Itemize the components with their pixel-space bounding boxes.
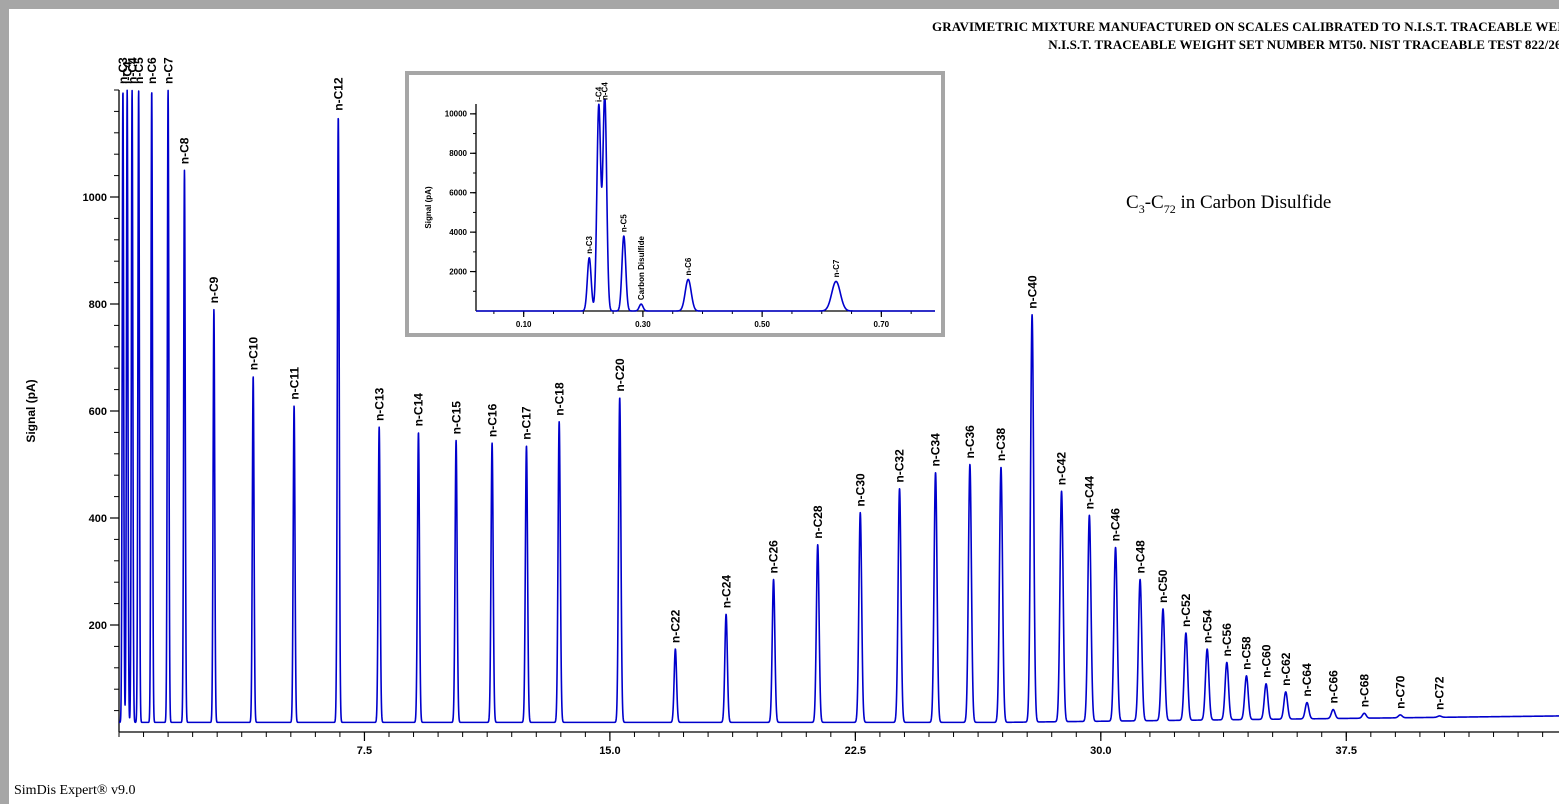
- y-tick-label: 10000: [445, 110, 468, 119]
- peak-label: n-C50: [1156, 569, 1170, 603]
- header-line-2: N.I.S.T. TRACEABLE WEIGHT SET NUMBER MT5…: [1048, 37, 1559, 52]
- peak-label: n-C26: [767, 540, 781, 574]
- peak-label: n-C3: [585, 235, 594, 253]
- peak-label: Carbon Disulfide: [637, 236, 646, 301]
- peak-label: n-C16: [485, 403, 499, 437]
- peak-label: n-C34: [929, 433, 943, 467]
- peak-label: n-C68: [1357, 674, 1371, 708]
- peak-label: n-C6: [145, 57, 159, 84]
- peak-label: n-C10: [246, 337, 260, 371]
- peak-label: n-C7: [832, 259, 841, 277]
- y-tick-label: 2000: [449, 267, 467, 276]
- x-tick-label: 30.0: [1090, 745, 1111, 757]
- peak-label: n-C56: [1220, 623, 1234, 657]
- x-tick-label: 0.10: [516, 320, 532, 329]
- y-tick-label: 800: [89, 299, 107, 311]
- peak-label: n-C14: [412, 393, 426, 427]
- y-tick-label: 600: [89, 406, 107, 418]
- x-tick-label: 22.5: [845, 745, 866, 757]
- peak-label: n-C36: [963, 425, 977, 459]
- inset-chromatogram: 0.10 0.30 0.50 0.70 2000 4000 6000 8000 10000 Sig…: [424, 82, 936, 329]
- peak-label: n-C28: [811, 505, 825, 539]
- peak-label: n-C62: [1279, 652, 1293, 686]
- peak-label: n-C52: [1179, 593, 1193, 627]
- y-tick-label: 400: [89, 513, 107, 525]
- peak-label: n-C64: [1300, 663, 1314, 697]
- peak-label: n-C58: [1240, 636, 1254, 670]
- peak-label: n-C40: [1025, 275, 1039, 309]
- peak-label: n-C44: [1083, 476, 1097, 510]
- peak-label: n-C70: [1393, 675, 1407, 709]
- peak-label: n-C60: [1259, 644, 1273, 678]
- header-line-1: GRAVIMETRIC MIXTURE MANUFACTURED ON SCAL…: [932, 19, 1559, 34]
- peak-label: n-C11: [287, 367, 301, 400]
- software-version-label: SimDis Expert® v9.0: [14, 783, 136, 798]
- peak-label: n-C54: [1200, 609, 1214, 643]
- peak-label: n-C72: [1433, 676, 1447, 710]
- x-tick-label: 0.30: [635, 320, 651, 329]
- x-tick-label: 0.50: [754, 320, 770, 329]
- inset-chart-panel: 0.10 0.30 0.50 0.70 2000 4000 6000 8000 10000 Sig…: [405, 71, 945, 337]
- y-tick-label: 1000: [83, 192, 107, 204]
- peak-label: n-C7: [161, 57, 175, 84]
- y-axis-label: Signal (pA): [24, 379, 38, 442]
- peak-label: n-C5: [620, 214, 629, 232]
- peak-label: n-C32: [893, 449, 907, 483]
- x-tick-label: 37.5: [1336, 745, 1357, 757]
- peak-label: n-C13: [372, 387, 386, 421]
- peak-label: i-C4: [120, 61, 134, 84]
- x-tick-label: 7.5: [357, 745, 372, 757]
- peak-label: n-C30: [853, 473, 867, 507]
- peak-label: n-C24: [719, 575, 733, 609]
- peak-label: n-C9: [207, 276, 221, 303]
- peak-label: n-C66: [1326, 670, 1340, 704]
- peak-label: n-C4: [601, 82, 610, 100]
- peak-label: n-C15: [449, 401, 463, 435]
- peak-label: n-C8: [178, 137, 192, 164]
- peak-label: n-C42: [1055, 452, 1069, 486]
- y-tick-label: 200: [89, 620, 107, 632]
- signal-trace: [118, 89, 1559, 724]
- main-chromatogram: 7.5 15.0 22.5 30.0 37.5 200 400 600 800 1000 Signa…: [24, 57, 1559, 757]
- peak-label: i-C4: [595, 86, 604, 102]
- x-tick-label: 15.0: [599, 745, 620, 757]
- peak-label: n-C22: [669, 609, 683, 643]
- y-axis-label: Signal (pA): [424, 186, 433, 229]
- peak-label: n-C38: [994, 428, 1008, 462]
- peak-label: n-C3: [116, 57, 130, 84]
- peak-label: n-C17: [520, 406, 534, 440]
- peak-label: n-C4: [125, 57, 139, 84]
- y-tick-label: 6000: [449, 189, 467, 198]
- peak-label: n-C48: [1133, 540, 1147, 574]
- peak-label: n-C46: [1109, 508, 1123, 542]
- peak-label: n-C12: [331, 77, 345, 111]
- peak-label: n-C5: [132, 57, 146, 84]
- chart-frame: GRAVIMETRIC MIXTURE MANUFACTURED ON SCAL…: [9, 9, 1559, 804]
- chart-subtitle: C3-C72 in Carbon Disulfide: [1126, 192, 1332, 216]
- signal-trace: [475, 99, 936, 312]
- peak-label: n-C18: [552, 382, 566, 416]
- x-tick-label: 0.70: [874, 320, 890, 329]
- peak-label: n-C6: [684, 257, 693, 275]
- y-tick-label: 4000: [449, 228, 467, 237]
- peak-label: n-C20: [613, 358, 627, 392]
- y-tick-label: 8000: [449, 149, 467, 158]
